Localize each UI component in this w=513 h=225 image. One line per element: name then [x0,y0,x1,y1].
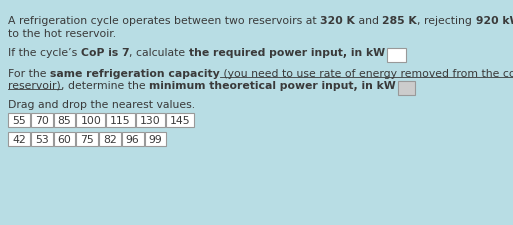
Text: 82: 82 [103,134,117,144]
FancyBboxPatch shape [76,132,98,146]
Text: 53: 53 [35,134,49,144]
Text: 285 K: 285 K [383,16,417,26]
Text: If the cycle’s: If the cycle’s [8,48,81,58]
Text: 75: 75 [81,134,94,144]
Text: Drag and drop the nearest values.: Drag and drop the nearest values. [8,99,195,110]
FancyBboxPatch shape [122,132,144,146]
Text: 42: 42 [12,134,26,144]
FancyBboxPatch shape [106,113,135,127]
FancyBboxPatch shape [145,132,166,146]
FancyBboxPatch shape [31,132,52,146]
Text: A refrigeration cycle operates between two reservoirs at: A refrigeration cycle operates between t… [8,16,320,26]
Text: (you need to use rate of energy removed from the cold: (you need to use rate of energy removed … [220,69,513,79]
FancyBboxPatch shape [8,113,30,127]
FancyBboxPatch shape [387,49,406,63]
Text: 60: 60 [57,134,71,144]
FancyBboxPatch shape [8,132,30,146]
Text: , determine the: , determine the [61,81,149,91]
Text: For the: For the [8,69,50,79]
Text: CoP is 7: CoP is 7 [81,48,129,58]
Text: minimum theoretical power input, in kW: minimum theoretical power input, in kW [149,81,396,91]
Text: , rejecting: , rejecting [417,16,476,26]
Text: , calculate: , calculate [129,48,189,58]
Text: 96: 96 [126,134,140,144]
Text: the required power input, in kW: the required power input, in kW [189,48,385,58]
Text: 85: 85 [57,115,71,126]
Text: 920 kW: 920 kW [476,16,513,26]
Text: 130: 130 [140,115,161,126]
FancyBboxPatch shape [166,113,194,127]
FancyBboxPatch shape [398,82,415,96]
Text: 99: 99 [149,134,163,144]
FancyBboxPatch shape [53,132,75,146]
FancyBboxPatch shape [54,113,75,127]
Text: 55: 55 [12,115,26,126]
Text: to the hot reservoir.: to the hot reservoir. [8,29,116,39]
Text: 70: 70 [35,115,49,126]
Text: 100: 100 [81,115,101,126]
FancyBboxPatch shape [99,132,121,146]
Text: 115: 115 [110,115,131,126]
FancyBboxPatch shape [136,113,165,127]
Text: same refrigeration capacity: same refrigeration capacity [50,69,220,79]
FancyBboxPatch shape [31,113,53,127]
Text: reservoir): reservoir) [8,81,61,91]
Text: 145: 145 [170,115,190,126]
Text: 320 K: 320 K [320,16,355,26]
FancyBboxPatch shape [76,113,105,127]
Text: and: and [355,16,383,26]
